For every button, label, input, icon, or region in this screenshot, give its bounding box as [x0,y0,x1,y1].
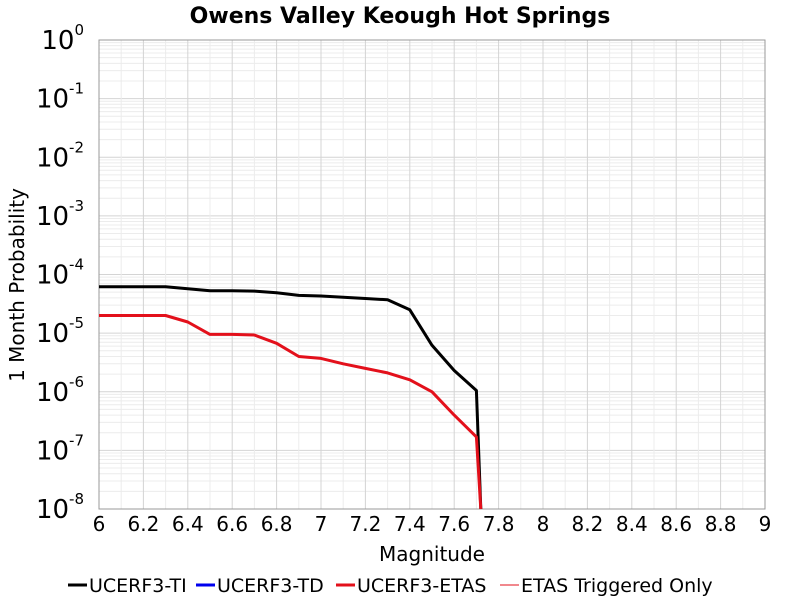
x-tick-label: 7 [315,512,328,536]
y-tick-label: 10-7 [36,431,84,466]
x-tick-label: 8.6 [660,512,692,536]
x-tick-label: 7.6 [438,512,470,536]
x-tick-label: 6.8 [261,512,293,536]
y-axis-ticks: 100 10-1 10-2 10-3 10-4 10-5 10-6 10-7 10-8 [36,21,84,525]
series-line-ucerf3-etas [99,314,483,510]
x-tick-label: 6 [93,512,106,536]
x-tick-label: 6.6 [216,512,248,536]
grid [98,40,766,510]
y-tick-label: 10-1 [36,80,84,115]
x-tick-label: 9 [759,512,772,536]
x-tick-label: 7.8 [483,512,515,536]
plot-area [98,39,766,510]
y-tick-label: 100 [41,21,84,56]
series-lines [99,285,483,510]
legend-label-etas-triggered-only: ETAS Triggered Only [521,575,713,597]
x-axis-ticks: 6 6.2 6.4 6.6 6.8 7 7.2 7.4 7.6 7.8 8 8.2 8.4 8.6 8.8 9 [93,512,772,536]
x-tick-label: 7.4 [394,512,426,536]
chart-title: Owens Valley Keough Hot Springs [190,4,611,29]
x-tick-label: 8.8 [705,512,737,536]
legend-label-ucerf3-ti: UCERF3-TI [89,575,187,597]
y-tick-label: 10-6 [36,373,84,408]
x-tick-label: 6.4 [172,512,204,536]
x-axis-label: Magnitude [379,542,485,566]
y-tick-label: 10-3 [36,197,84,232]
y-tick-label: 10-8 [36,490,84,525]
x-tick-label: 6.2 [127,512,159,536]
y-tick-label: 10-2 [36,138,84,173]
y-axis-label: 1 Month Probability [5,188,29,382]
series-line-ucerf3-ti [99,285,483,510]
x-tick-label: 7.2 [349,512,381,536]
legend-label-ucerf3-etas: UCERF3-ETAS [357,575,486,597]
x-tick-label: 8.4 [616,512,648,536]
y-tick-label: 10-4 [36,256,84,291]
y-tick-label: 10-5 [36,314,84,349]
x-tick-label: 8 [537,512,550,536]
legend: UCERF3-TI UCERF3-TD UCERF3-ETAS ETAS Trigge… [68,575,713,597]
legend-label-ucerf3-td: UCERF3-TD [217,575,324,597]
x-tick-label: 8.2 [571,512,603,536]
